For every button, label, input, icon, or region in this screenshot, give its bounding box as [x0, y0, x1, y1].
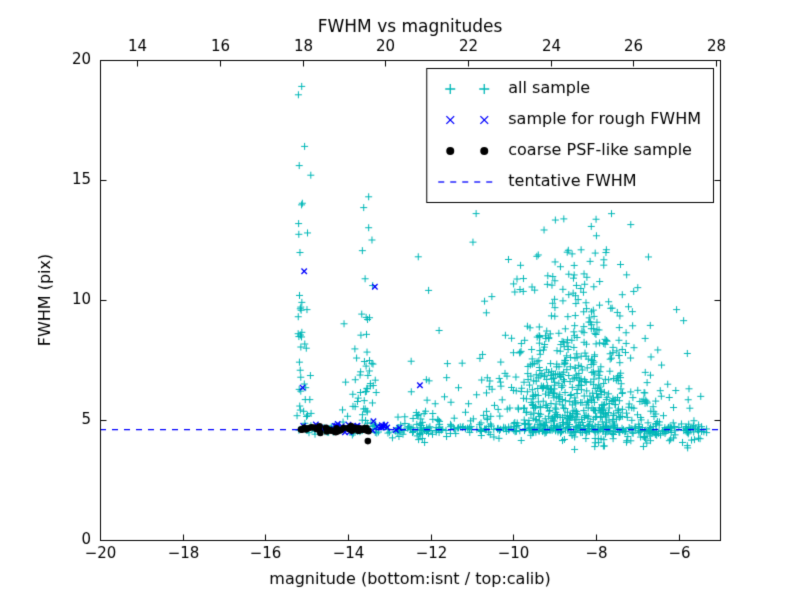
fwhm-vs-magnitude-scatter-plot [0, 0, 800, 600]
figure-window [0, 0, 800, 600]
